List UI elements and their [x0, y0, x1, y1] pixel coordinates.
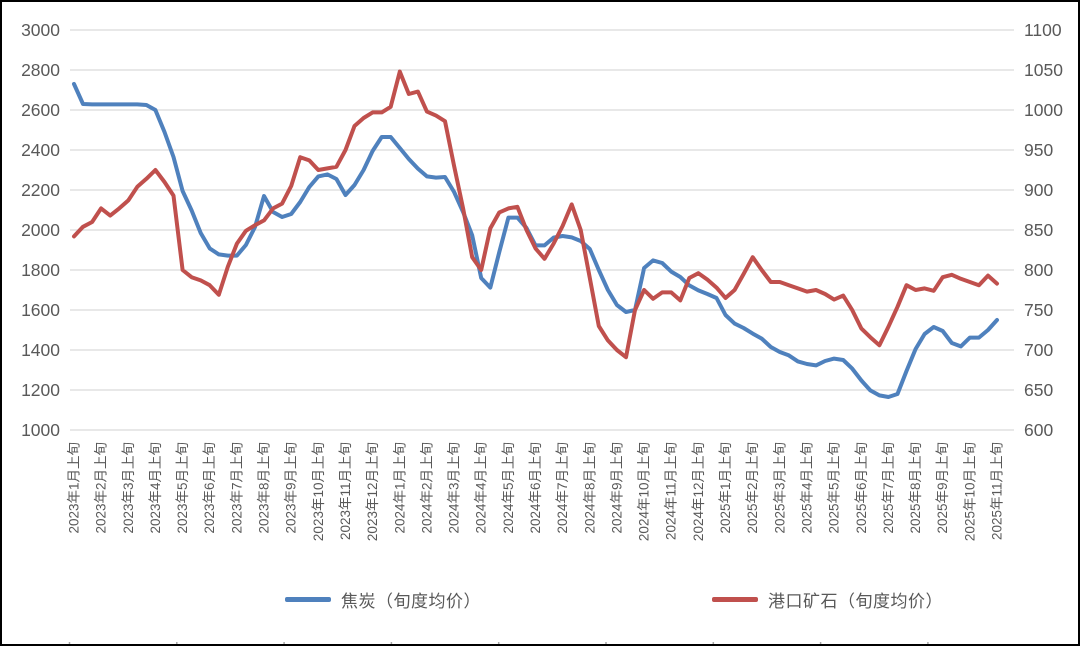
left-axis-tick-label: 2800 — [21, 60, 60, 80]
x-axis-tick-label: 2023年11月上旬 — [338, 442, 353, 540]
ore-series-line — [72, 69, 999, 360]
x-axis-tick-label: 2025年6月上旬 — [854, 442, 869, 534]
x-axis-tick-label: 2024年8月上旬 — [582, 442, 597, 534]
right-axis-labels: 1100 1050 1000 950 900 850 800 750 700 650 600 — [1024, 20, 1063, 440]
x-axis-tick-label: 2025年8月上旬 — [908, 442, 923, 534]
right-axis-tick-label: 750 — [1024, 300, 1053, 320]
left-axis-tick-label: 1600 — [21, 300, 60, 320]
x-axis-tick-label: 2025年3月上旬 — [772, 442, 787, 534]
x-axis-tick-label: 2024年2月上旬 — [419, 442, 434, 534]
left-axis-tick-label: 1400 — [21, 340, 60, 360]
left-axis-tick-label: 1800 — [21, 260, 60, 280]
left-axis-tick-label: 3000 — [21, 20, 60, 40]
x-axis-tick-label: 2023年8月上旬 — [257, 442, 272, 534]
x-axis-tick-label: 2023年3月上旬 — [121, 442, 136, 534]
right-axis-tick-label: 950 — [1024, 140, 1053, 160]
x-axis-tick-label: 2024年12月上旬 — [691, 442, 706, 541]
x-axis-tick-label: 2023年10月上旬 — [311, 442, 326, 541]
x-axis-tick-label: 2025年9月上旬 — [935, 442, 950, 534]
x-axis-tick-label: 2025年2月上旬 — [745, 442, 760, 534]
right-axis-tick-label: 700 — [1024, 340, 1053, 360]
coke-line-swatch — [285, 596, 331, 602]
right-axis-tick-label: 650 — [1024, 380, 1053, 400]
left-axis-tick-label: 1000 — [21, 420, 60, 440]
x-axis-tick-label: 2025年10月上旬 — [962, 442, 977, 541]
x-axis-tick-label: 2023年6月上旬 — [202, 442, 217, 534]
x-axis-tick-label: 2023年1月上旬 — [67, 442, 82, 534]
right-axis-tick-label: 1050 — [1024, 60, 1063, 80]
x-axis-tick-label: 2024年4月上旬 — [474, 442, 489, 534]
x-axis-tick-label: 2023年12月上旬 — [365, 442, 380, 541]
x-axis-tick-label: 2024年7月上旬 — [555, 442, 570, 534]
right-axis-tick-label: 1100 — [1024, 20, 1062, 40]
legend-label-coke: 焦炭（旬度均价） — [341, 591, 481, 611]
x-axis-tick-label: 2025年4月上旬 — [799, 442, 814, 534]
legend-item-coke: 焦炭（旬度均价） — [285, 587, 481, 611]
legend-label-ore: 港口矿石（旬度均价） — [768, 591, 943, 611]
left-axis-tick-label: 2200 — [21, 180, 60, 200]
x-axis-tick-label: 2024年3月上旬 — [447, 442, 462, 534]
x-axis-labels: 2023年1月上旬 2023年2月上旬 2023年3月上旬 2023年4月上旬 2023… — [67, 442, 1005, 541]
right-axis-tick-label: 900 — [1024, 180, 1053, 200]
left-axis-tick-label: 1200 — [21, 380, 60, 400]
left-axis-tick-label: 2000 — [21, 220, 60, 240]
x-axis-tick-label: 2023年4月上旬 — [148, 442, 163, 534]
x-axis-tick-label: 2025年1月上旬 — [718, 442, 733, 534]
x-axis-tick-label: 2023年5月上旬 — [175, 442, 190, 534]
left-axis-tick-label: 2600 — [21, 100, 60, 120]
x-axis-tick-label: 2024年11月上旬 — [664, 442, 679, 540]
right-axis-tick-label: 1000 — [1024, 100, 1063, 120]
x-axis-tick-label: 2023年2月上旬 — [94, 442, 109, 534]
gridlines — [70, 29, 1014, 431]
legend-item-ore: 港口矿石（旬度均价） — [712, 587, 943, 611]
x-axis-tick-label: 2024年1月上旬 — [392, 442, 407, 534]
legend: 焦炭（旬度均价） 港口矿石（旬度均价） — [2, 587, 1078, 613]
x-axis-tick-label: 2023年9月上旬 — [284, 442, 299, 534]
x-axis-tick-label: 2023年7月上旬 — [229, 442, 244, 534]
left-axis-tick-label: 2400 — [21, 140, 60, 160]
x-axis-tick-label: 2024年6月上旬 — [528, 442, 543, 534]
right-axis-tick-label: 850 — [1024, 220, 1053, 240]
x-axis-tick-label: 2025年5月上旬 — [827, 442, 842, 534]
ore-line-swatch — [712, 596, 758, 602]
right-axis-tick-label: 800 — [1024, 260, 1053, 280]
x-axis-tick-label: 2024年10月上旬 — [637, 442, 652, 541]
x-axis-tick-label: 2025年11月上旬 — [990, 442, 1005, 540]
left-axis-labels: 3000 2800 2600 2400 2200 2000 1800 1600 1400 1200… — [21, 20, 60, 440]
x-axis-tick-label: 2024年9月上旬 — [609, 442, 624, 534]
x-axis-tick-label: 2025年7月上旬 — [881, 442, 896, 534]
bottom-frame-ticks — [68, 642, 929, 644]
x-axis-tick-label: 2024年5月上旬 — [501, 442, 516, 534]
right-axis-tick-label: 600 — [1024, 420, 1053, 440]
